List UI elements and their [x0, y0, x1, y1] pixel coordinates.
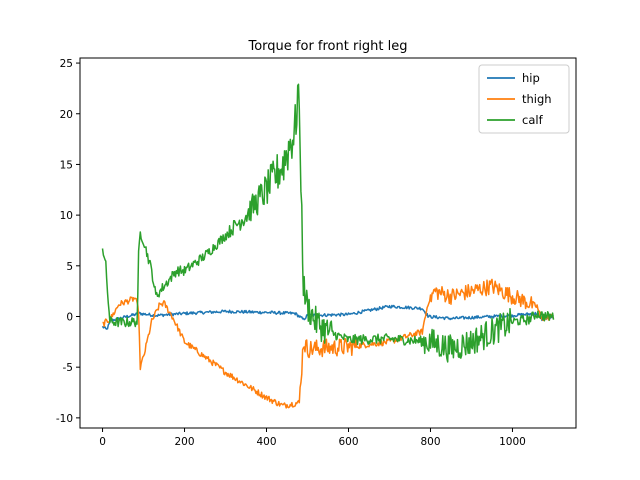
y-tick-label: -5 [63, 362, 73, 374]
y-tick-label: 20 [60, 109, 73, 121]
legend-box [478, 64, 570, 134]
legend: hip thigh calf [478, 64, 570, 134]
y-tick-label: -10 [56, 413, 73, 425]
plot-frame [79, 57, 577, 429]
x-tick-label: 0 [99, 436, 106, 448]
x-tick-label: 200 [175, 436, 195, 448]
x-axis: 0 200 400 600 800 1000 [99, 428, 526, 448]
y-tick-label: 0 [66, 311, 73, 323]
y-tick-label: 10 [60, 210, 73, 222]
series-lines [101, 83, 555, 409]
series-line-calf [101, 83, 555, 363]
x-tick-label: 400 [256, 436, 276, 448]
legend-label-calf: calf [522, 113, 544, 127]
legend-label-hip: hip [522, 71, 540, 85]
y-tick-label: 5 [66, 261, 73, 273]
series-line-thigh [102, 278, 555, 409]
legend-label-thigh: thigh [522, 92, 552, 106]
chart-title: Torque for front right leg [247, 39, 407, 54]
series-line-hip [101, 304, 554, 330]
x-tick-label: 800 [420, 436, 440, 448]
y-tick-label: 25 [60, 58, 73, 70]
x-tick-label: 1000 [499, 436, 526, 448]
x-tick-label: 600 [338, 436, 358, 448]
y-tick-label: 15 [60, 159, 73, 171]
y-axis: -10 -5 0 5 10 15 20 25 [56, 58, 80, 425]
